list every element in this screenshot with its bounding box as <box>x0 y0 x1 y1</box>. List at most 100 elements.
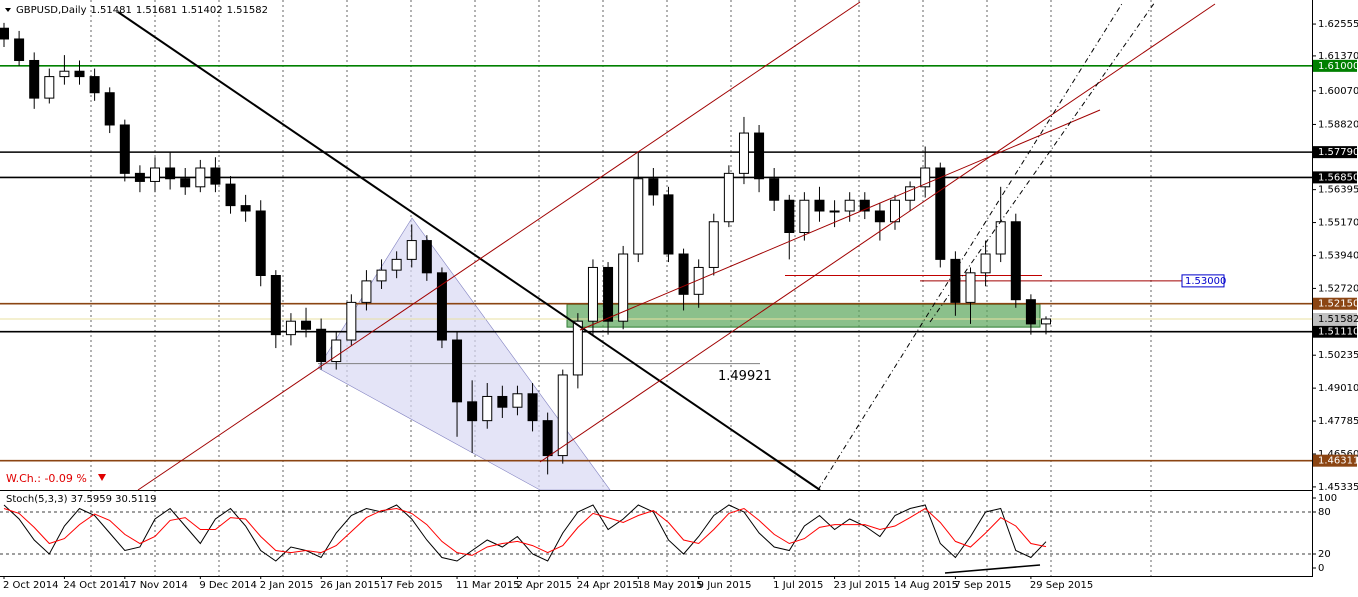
stoch-line <box>3 504 1047 562</box>
y-tick-label: 1.58820 <box>1318 119 1358 130</box>
x-tick-label: 9 Dec 2014 <box>199 580 257 591</box>
x-tick-label: 17 Feb 2015 <box>381 580 443 591</box>
candle-body <box>29 59 40 99</box>
candle-body <box>799 199 810 234</box>
candle-body <box>482 395 493 422</box>
x-tick-label: 2 Apr 2015 <box>516 580 571 591</box>
candle-body <box>44 76 55 99</box>
candle-body <box>104 92 115 126</box>
level-box <box>1313 325 1357 338</box>
candle-body <box>331 339 342 363</box>
x-tick-label: 9 Jun 2015 <box>698 580 752 591</box>
x-tick-label: 7 Sep 2015 <box>954 580 1011 591</box>
y-tick-label: 1.62555 <box>1318 19 1358 30</box>
candle-body <box>889 199 900 223</box>
candle-body <box>150 167 161 182</box>
candle-body <box>59 70 70 78</box>
candle-body <box>285 320 296 336</box>
x-tick-label: 14 Aug 2015 <box>894 580 958 591</box>
candle-body <box>527 393 538 422</box>
candle-body <box>240 205 251 212</box>
candle-body <box>316 328 327 363</box>
candle-body <box>270 275 281 336</box>
level-box <box>1313 146 1357 159</box>
x-tick-label: 18 May 2015 <box>637 580 702 591</box>
y-tick-label: 0 <box>1318 563 1324 574</box>
y-tick-label: 1.50235 <box>1318 350 1358 361</box>
candle-body <box>497 395 508 408</box>
candle-body <box>738 132 749 174</box>
stoch-title: Stoch(5,3,3) 37.5959 30.5119 <box>6 494 157 505</box>
candle-body <box>376 269 387 282</box>
x-tick-label: 29 Sep 2015 <box>1030 580 1093 591</box>
x-tick-label: 2 Oct 2014 <box>3 580 58 591</box>
level-label: 1.46311 <box>1318 456 1358 467</box>
candle-body <box>74 70 85 78</box>
candle-body <box>542 420 553 457</box>
candle-body <box>1025 299 1036 325</box>
level-box <box>1313 59 1357 72</box>
candle-body <box>708 221 719 268</box>
y-tick-label: 1.56395 <box>1318 185 1358 196</box>
annotation: W.Ch.: -0.09 % <box>6 472 87 485</box>
stoch-line <box>3 507 1047 556</box>
candle-body <box>723 172 734 223</box>
candle-body <box>0 27 9 40</box>
header: GBPUSD,Daily 1.51481 1.51681 1.51402 1.51582 <box>16 5 268 16</box>
candle-body <box>361 280 372 303</box>
candle-body <box>165 167 176 180</box>
x-tick-label: 2 Jan 2015 <box>260 580 314 591</box>
candle-body <box>210 167 221 185</box>
candle-body <box>618 253 629 322</box>
x-tick-label: 26 Jan 2015 <box>320 580 380 591</box>
divergence-line <box>944 564 1041 574</box>
y-tick-label: 1.61370 <box>1318 51 1358 62</box>
candle-body <box>14 38 25 61</box>
y-tick-label: 80 <box>1318 507 1331 518</box>
level-label: 1.51582 <box>1318 314 1358 325</box>
y-tick-label: 100 <box>1318 493 1337 504</box>
x-tick-label: 1 Jul 2015 <box>773 580 823 591</box>
candle-body <box>769 178 780 201</box>
level-box <box>1313 454 1357 467</box>
candle-body <box>195 167 206 188</box>
candle-body <box>421 240 432 274</box>
zone <box>566 303 1041 328</box>
candle-body <box>784 199 795 234</box>
symbol: GBPUSD,Daily <box>16 5 87 16</box>
candle-body <box>1010 221 1021 301</box>
candle-body <box>391 258 402 271</box>
level-label: 1.57790 <box>1318 147 1358 158</box>
level-label: 1.61000 <box>1318 61 1358 72</box>
candle-body <box>587 266 598 322</box>
candle-body <box>225 183 236 207</box>
candle-body <box>89 76 100 94</box>
candle-body <box>663 194 674 255</box>
candle-body <box>255 210 266 277</box>
y-tick-label: 20 <box>1318 549 1331 560</box>
candle-body <box>1041 318 1051 325</box>
candle-body <box>452 339 463 403</box>
x-tick-label: 24 Oct 2014 <box>63 580 125 591</box>
y-tick-label: 1.45335 <box>1318 482 1358 493</box>
y-tick-label: 1.53940 <box>1318 251 1358 262</box>
candle-body <box>603 266 614 322</box>
candle-body <box>965 272 976 303</box>
y-tick-label: 1.49010 <box>1318 383 1358 394</box>
level-box <box>1313 297 1357 310</box>
candle-body <box>935 167 946 260</box>
level-label: 1.56850 <box>1318 172 1358 183</box>
x-tick-label: 24 Apr 2015 <box>577 580 639 591</box>
y-tick-label: 1.60070 <box>1318 86 1358 97</box>
candle-body <box>648 178 659 196</box>
candle-body <box>301 320 312 330</box>
header-value: 1.51681 <box>136 5 177 16</box>
trendlines <box>117 1 1216 491</box>
menu-arrow[interactable] <box>5 8 11 12</box>
candle-body <box>633 178 644 255</box>
y-tick-label: 1.52720 <box>1318 283 1358 294</box>
x-tick-label: 11 Mar 2015 <box>456 580 519 591</box>
candle-body <box>920 167 931 188</box>
candle-body <box>829 210 840 213</box>
